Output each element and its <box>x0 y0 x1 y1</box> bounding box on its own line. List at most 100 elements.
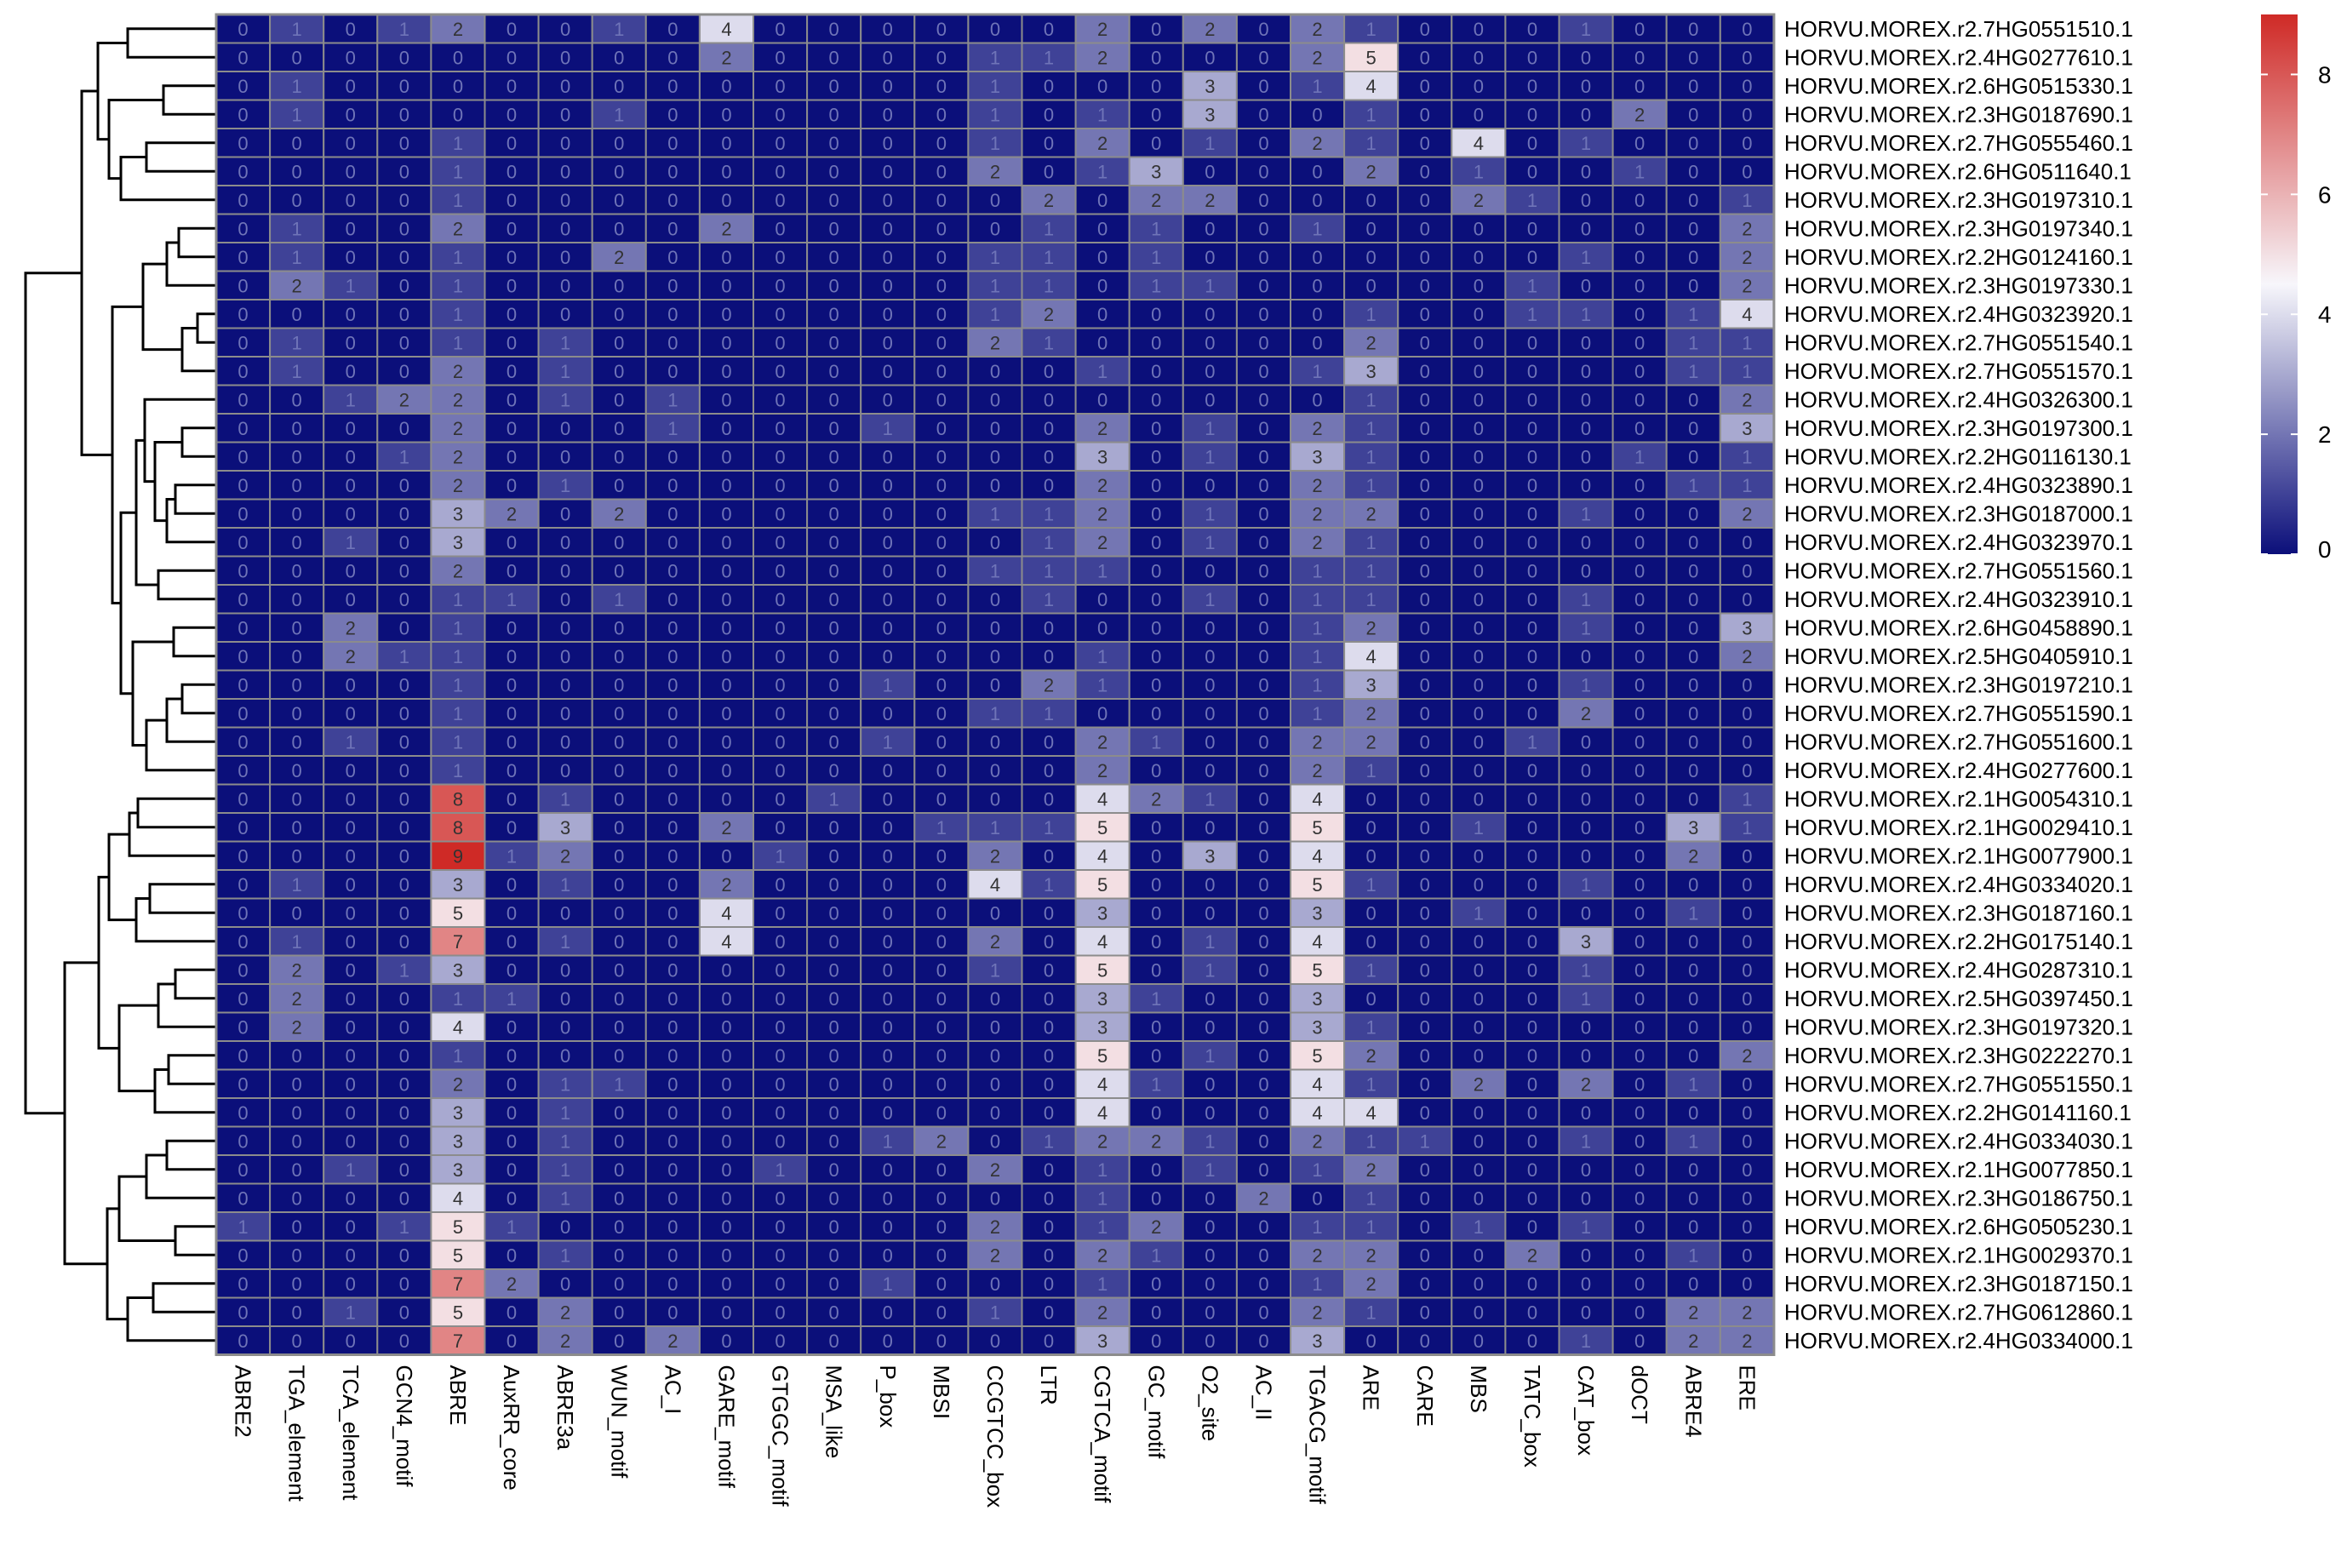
cell-value-label: 1 <box>1312 674 1322 695</box>
cell-value-label: 0 <box>1151 617 1161 638</box>
cell-value-label: 0 <box>1420 1273 1430 1295</box>
cell-value-label: 0 <box>507 332 517 353</box>
cell-value-label: 0 <box>721 1273 731 1295</box>
cell-value-label: 0 <box>1634 646 1645 667</box>
cell-value-label: 0 <box>507 247 517 268</box>
cell-value-label: 0 <box>667 760 678 781</box>
cell-value-label: 0 <box>1527 1016 1537 1038</box>
heatmap-cell <box>323 270 379 300</box>
cell-value-label: 0 <box>1634 332 1645 353</box>
dendrogram-branch <box>172 626 216 658</box>
cell-value-label: 1 <box>1097 560 1108 581</box>
cell-value-label: 1 <box>1312 646 1322 667</box>
cell-value-label: 0 <box>1044 1159 1054 1181</box>
cell-value-label: 0 <box>1420 1102 1430 1124</box>
heatmap-cell <box>376 1040 432 1071</box>
cell-value-label: 5 <box>1312 817 1322 838</box>
cell-value-label: 0 <box>1420 845 1430 867</box>
cell-value-label: 0 <box>1688 389 1698 410</box>
heatmap-cell <box>537 470 593 501</box>
cell-value-label: 0 <box>238 1273 248 1295</box>
cell-value-label: 0 <box>829 959 839 981</box>
cell-value-label: 0 <box>829 874 839 896</box>
cell-value-label: 0 <box>990 674 1000 695</box>
cell-value-label: 0 <box>829 389 839 410</box>
cell-value-label: 2 <box>1312 19 1322 40</box>
cell-value-label: 0 <box>1634 874 1645 896</box>
heatmap-cell <box>1665 327 1721 358</box>
heatmap-cell <box>1128 612 1184 643</box>
cell-value-label: 0 <box>775 133 785 154</box>
cell-value-label: 1 <box>507 845 517 867</box>
cell-value-label: 2 <box>453 361 463 382</box>
heatmap-cell <box>1451 1154 1507 1185</box>
heatmap-cell <box>1665 42 1721 72</box>
cell-value-label: 0 <box>614 532 624 553</box>
cell-value-label: 1 <box>1097 1216 1108 1238</box>
cell-value-label: 0 <box>1688 19 1698 40</box>
cell-value-label: 0 <box>1527 560 1537 581</box>
heatmap-cell <box>806 128 862 158</box>
cell-value-label: 1 <box>453 988 463 1010</box>
heatmap-cell <box>1021 470 1077 501</box>
heatmap-cell <box>1504 726 1560 757</box>
heatmap-cell <box>376 698 432 729</box>
cell-value-label: 1 <box>1366 19 1377 40</box>
cell-value-label: 4 <box>1312 1073 1322 1095</box>
cell-value-label: 0 <box>1474 1130 1484 1152</box>
cell-value-label: 1 <box>1205 503 1215 524</box>
cell-value-label: 1 <box>1044 275 1054 296</box>
cell-value-label: 0 <box>936 247 947 268</box>
cell-value-label: 0 <box>1151 646 1161 667</box>
column-label: P_box <box>875 1365 901 1428</box>
cell-value-label: 4 <box>1097 845 1108 867</box>
cell-value-label: 1 <box>346 275 356 296</box>
dendrogram-branch <box>174 968 216 1000</box>
cell-value-label: 1 <box>1366 1130 1377 1152</box>
cell-value-label: 1 <box>829 788 839 810</box>
cell-value-label: 0 <box>775 503 785 524</box>
heatmap-cell <box>430 1125 486 1156</box>
cell-value-label: 2 <box>1205 190 1215 211</box>
heatmap-cell <box>1290 270 1346 300</box>
cell-value-label: 0 <box>1258 760 1268 781</box>
cell-value-label: 0 <box>1474 1187 1484 1209</box>
cell-value-label: 1 <box>399 446 409 467</box>
cell-value-label: 0 <box>507 475 517 496</box>
row-label: HORVU.MOREX.r2.7HG0551590.1 <box>1784 701 2133 726</box>
cell-value-label: 0 <box>560 104 570 125</box>
cell-value-label: 0 <box>399 1187 409 1209</box>
cell-value-label: 2 <box>990 931 1000 953</box>
heatmap-cell <box>1397 1182 1453 1213</box>
heatmap-cell <box>1290 954 1346 985</box>
row-label: HORVU.MOREX.r2.4HG0334020.1 <box>1784 872 2133 897</box>
heatmap-cell <box>430 128 486 158</box>
cell-value-label: 2 <box>1742 218 1752 239</box>
cell-value-label: 1 <box>1044 817 1054 838</box>
heatmap-cell <box>1021 1296 1077 1327</box>
cell-value-label: 0 <box>1044 731 1054 753</box>
cell-value-label: 0 <box>1474 503 1484 524</box>
cell-value-label: 3 <box>1205 845 1215 867</box>
cell-value-label: 0 <box>346 446 356 467</box>
cell-value-label: 0 <box>1634 845 1645 867</box>
cell-value-label: 1 <box>1312 1273 1322 1295</box>
cell-value-label: 0 <box>667 332 678 353</box>
heatmap-cell <box>1021 71 1077 101</box>
cell-value-label: 0 <box>829 1073 839 1095</box>
cell-value-label: 0 <box>990 361 1000 382</box>
heatmap-cell <box>1665 1154 1721 1185</box>
row-label: HORVU.MOREX.r2.5HG0405910.1 <box>1784 644 2133 669</box>
cell-value-label: 0 <box>399 817 409 838</box>
cell-value-label: 0 <box>721 532 731 553</box>
cell-value-label: 0 <box>936 47 947 68</box>
dendrogram-branch <box>165 241 216 287</box>
cell-value-label: 0 <box>667 76 678 97</box>
cell-value-label: 4 <box>453 1016 463 1038</box>
cell-value-label: 0 <box>1581 161 1591 182</box>
heatmap-cell <box>215 71 272 101</box>
color-legend-bar <box>2261 14 2298 554</box>
cell-value-label: 1 <box>560 332 570 353</box>
cell-value-label: 0 <box>883 646 893 667</box>
cell-value-label: 0 <box>1581 760 1591 781</box>
